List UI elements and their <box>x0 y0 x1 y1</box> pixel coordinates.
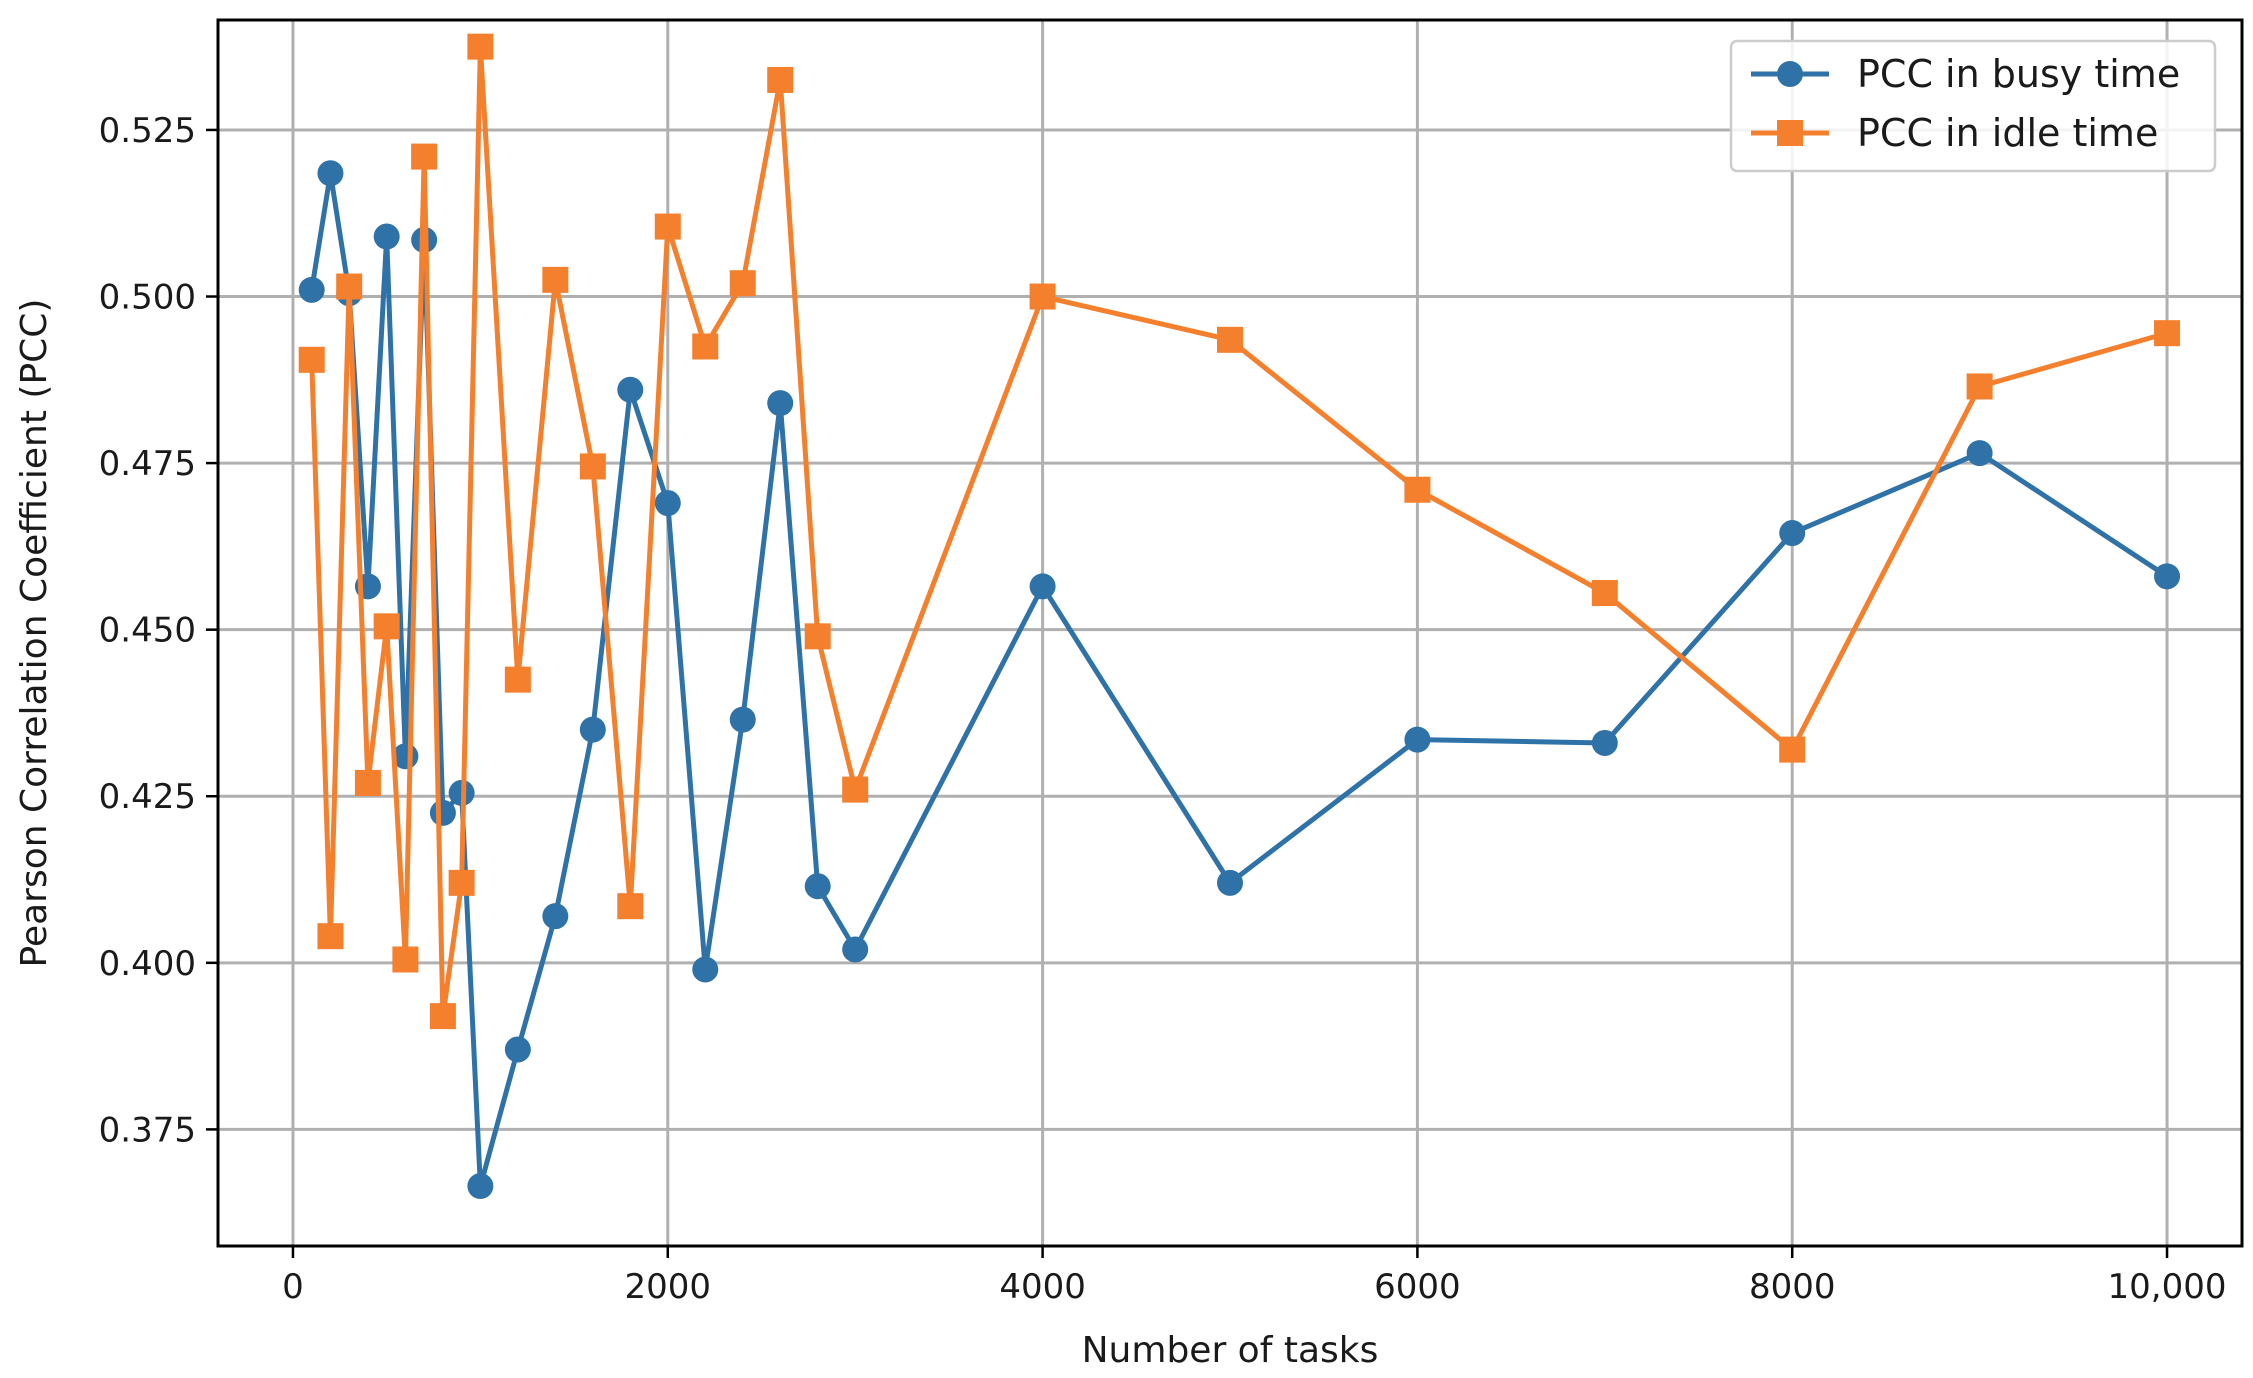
x-tick-label: 8000 <box>1749 1267 1836 1307</box>
y-tick-label: 0.500 <box>99 278 196 318</box>
data-point-circle <box>692 956 719 983</box>
y-axis-label: Pearson Correlation Coefficient (PCC) <box>14 299 55 968</box>
data-point-circle <box>429 799 456 826</box>
data-point-square <box>1966 373 1993 400</box>
data-point-circle <box>2154 563 2181 590</box>
y-tick-label: 0.425 <box>99 777 196 817</box>
data-point-square <box>842 776 869 803</box>
data-point-circle <box>1217 869 1243 896</box>
data-point-square <box>654 213 681 240</box>
data-point-square <box>2154 320 2181 347</box>
y-tick-label: 0.525 <box>99 111 196 151</box>
data-point-circle <box>1591 729 1618 756</box>
data-point-square <box>1779 736 1806 763</box>
data-point-square <box>1591 580 1618 607</box>
series-2 <box>298 33 2181 1030</box>
data-point-circle <box>504 1036 531 1063</box>
legend: PCC in busy time PCC in idle time <box>1729 39 2217 173</box>
data-point-circle <box>1779 520 1806 547</box>
data-point-circle <box>1966 440 1993 467</box>
y-tick-label: 0.450 <box>99 611 196 651</box>
data-point-square <box>317 923 344 950</box>
data-point-square <box>1029 283 1056 310</box>
x-tick-label: 0 <box>282 1267 304 1307</box>
data-point-square <box>692 333 719 360</box>
data-point-square <box>767 66 794 93</box>
data-point-circle <box>729 706 756 733</box>
data-point-square <box>448 869 475 896</box>
x-tick-label: 4000 <box>999 1267 1086 1307</box>
legend-entry: PCC in busy time <box>1751 52 2180 96</box>
x-tick-label: 2000 <box>625 1267 712 1307</box>
data-point-square <box>1404 476 1431 503</box>
legend-label: PCC in idle time <box>1857 111 2158 155</box>
data-point-circle <box>842 936 869 963</box>
data-point-circle <box>467 1173 494 1200</box>
y-tick-label: 0.375 <box>99 1110 196 1150</box>
data-point-square <box>336 273 363 300</box>
data-point-circle <box>1029 573 1056 600</box>
data-point-circle <box>579 716 606 743</box>
data-point-square <box>392 946 419 973</box>
legend-box <box>1729 39 2217 173</box>
x-axis-label: Number of tasks <box>1082 1330 1379 1371</box>
plot-frame <box>216 18 2244 1248</box>
data-point-square <box>373 613 400 640</box>
legend-label: PCC in busy time <box>1857 52 2180 96</box>
y-tick-label: 0.400 <box>99 944 196 984</box>
data-point-circle <box>617 376 644 403</box>
data-point-square <box>411 143 438 170</box>
series-line <box>309 170 2169 1189</box>
y-tick-label: 0.475 <box>99 444 196 484</box>
data-point-square <box>729 270 756 297</box>
data-point-square <box>804 623 831 650</box>
series-layer <box>298 33 2181 1200</box>
series-line <box>309 44 2168 1019</box>
data-point-square <box>354 769 381 796</box>
x-tick-label: 10,000 <box>2108 1267 2227 1307</box>
data-point-square <box>542 266 569 293</box>
axis-ticks: 0 2000 4000 6000 8000 10,000 0.375 0.400 0.425 0.… <box>99 111 2227 1307</box>
data-point-square <box>1777 120 1803 146</box>
data-point-circle <box>654 490 681 517</box>
data-point-square <box>467 33 494 60</box>
data-point-circle <box>767 390 794 417</box>
x-tick-label: 6000 <box>1374 1267 1461 1307</box>
data-point-square <box>579 453 606 480</box>
data-point-square <box>617 893 644 920</box>
data-point-square <box>429 1003 456 1030</box>
data-point-circle <box>1404 726 1431 753</box>
data-point-circle <box>804 873 831 900</box>
data-point-circle <box>298 276 325 303</box>
data-point-circle <box>1777 61 1803 87</box>
data-point-circle <box>373 223 400 250</box>
series-1 <box>298 160 2181 1200</box>
data-point-square <box>1217 326 1243 353</box>
data-point-square <box>504 666 531 693</box>
data-point-circle <box>542 903 569 930</box>
data-point-circle <box>317 160 344 187</box>
data-point-square <box>298 346 325 373</box>
legend-entry: PCC in idle time <box>1751 111 2158 155</box>
